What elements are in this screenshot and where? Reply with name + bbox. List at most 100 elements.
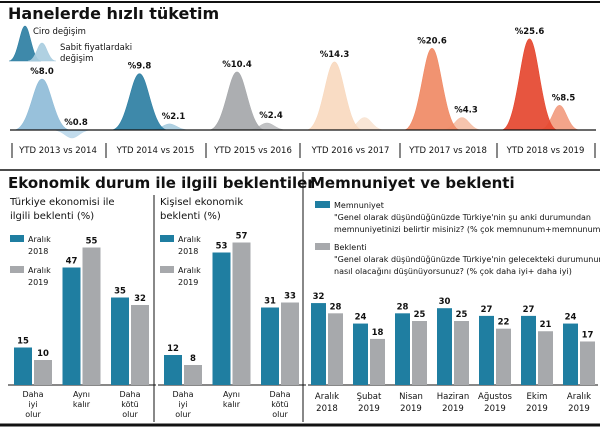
category-label: Aralık: [315, 392, 339, 402]
category-label: Ekim: [527, 392, 548, 402]
bar-value-label: 24: [355, 313, 367, 323]
legend-swatch: [160, 266, 174, 273]
legend-label: Aralık: [28, 266, 51, 275]
bar: [479, 315, 494, 385]
bar-value-label: 57: [236, 232, 248, 242]
bar-value-label: 35: [114, 287, 126, 297]
legend-label: 2018: [28, 247, 48, 256]
bar-value-label: 47: [66, 257, 78, 267]
bar: [412, 321, 427, 385]
category-label: Aralık: [567, 392, 591, 402]
bar: [111, 297, 129, 385]
bar-value-label: 27: [481, 305, 493, 315]
bar: [437, 308, 452, 385]
bar: [34, 360, 52, 385]
category-label: 2019: [358, 404, 380, 414]
bar: [328, 313, 343, 385]
ciro-peak: [501, 38, 558, 131]
bar-value-label: 28: [330, 302, 342, 312]
bar: [232, 242, 251, 385]
bar-value-label: 33: [284, 292, 296, 302]
legend-description: "Genel olarak düşündüğünüzde Türkiye'nin…: [334, 255, 600, 264]
bar: [538, 331, 553, 385]
bar: [370, 338, 385, 385]
category-label: Haziran: [437, 392, 470, 402]
category-label: Ağustos: [478, 392, 513, 402]
bar-value-label: 28: [397, 302, 409, 312]
legend-ciro-label: Ciro değişim: [33, 27, 86, 37]
bar-value-label: 25: [456, 310, 468, 320]
bar-value-label: 22: [498, 318, 510, 328]
bar-value-label: 55: [86, 237, 98, 247]
sabit-value-label: %8.5: [552, 93, 576, 103]
bar-value-label: 53: [216, 242, 228, 252]
category-label: kötü: [271, 400, 288, 409]
period-label: YTD 2013 vs 2014: [18, 146, 97, 156]
category-label: 2019: [400, 404, 422, 414]
ciro-value-label: %9.8: [128, 62, 152, 72]
sabit-peak: [51, 129, 93, 139]
legend-swatch: [315, 201, 330, 208]
legend-description: nasıl olacağını düşünüyorsunuz? (% çok d…: [334, 267, 572, 276]
bar-value-label: 10: [37, 349, 49, 359]
legend-label: Beklenti: [334, 243, 367, 252]
bar: [212, 252, 231, 385]
category-label: 2019: [442, 404, 464, 414]
category-label: iyi: [178, 400, 187, 409]
legend-label: Aralık: [178, 266, 201, 275]
category-label: kalır: [73, 400, 91, 409]
sabit-value-label: %4.3: [454, 106, 478, 116]
category-label: iyi: [28, 400, 37, 409]
legend-swatch: [160, 235, 174, 242]
ciro-peak: [403, 48, 461, 131]
section-title: Ekonomik durum ile ilgili beklentiler: [8, 174, 315, 192]
bar: [261, 307, 279, 385]
bar: [82, 247, 101, 385]
chart-title: Hanelerde hızlı tüketim: [8, 4, 219, 23]
bar-value-label: 25: [414, 310, 426, 320]
personal-economy-chart-title: beklenti (%): [160, 211, 221, 222]
period-label: YTD 2015 vs 2016: [213, 146, 292, 156]
bar: [580, 341, 595, 385]
bar-value-label: 32: [313, 292, 325, 302]
bar: [521, 315, 536, 385]
legend-label: 2019: [178, 278, 198, 287]
bar: [62, 267, 81, 385]
bar: [184, 365, 202, 385]
legend-swatch: [10, 235, 24, 242]
legend-description: memnuniyetinizi belirtir misiniz? (% çok…: [334, 225, 600, 234]
bar: [563, 323, 578, 385]
category-label: Nisan: [399, 392, 423, 402]
bar-value-label: 8: [190, 354, 196, 364]
ciro-peak: [208, 71, 266, 131]
bar: [496, 328, 511, 385]
ciro-value-label: %14.3: [320, 50, 350, 60]
period-label: YTD 2014 vs 2015: [116, 146, 195, 156]
ciro-value-label: %8.0: [30, 67, 54, 77]
category-label: olur: [175, 410, 191, 419]
bar-value-label: 31: [264, 297, 276, 307]
category-label: kötü: [121, 400, 138, 409]
category-label: Aynı: [223, 390, 240, 399]
sabit-value-label: %0.8: [64, 118, 88, 128]
bar: [14, 347, 32, 385]
category-label: olur: [272, 410, 288, 419]
bar-value-label: 12: [167, 344, 179, 354]
bar: [395, 313, 410, 385]
bar: [353, 323, 368, 385]
bar-value-label: 17: [582, 330, 594, 340]
legend-label: 2019: [28, 278, 48, 287]
legend-sabit-label: değişim: [60, 54, 93, 64]
turkiye-economy-chart-title: ilgili beklenti (%): [10, 211, 94, 222]
category-label: Daha: [172, 390, 193, 399]
sabit-value-label: %2.4: [259, 111, 283, 121]
category-label: Şubat: [357, 392, 382, 402]
ciro-value-label: %10.4: [222, 60, 252, 70]
bar: [311, 303, 326, 385]
category-label: 2018: [316, 404, 338, 414]
category-label: olur: [122, 410, 138, 419]
personal-economy-chart-title: Kişisel ekonomik: [160, 197, 243, 208]
bar: [131, 305, 149, 385]
category-label: Aynı: [73, 390, 90, 399]
